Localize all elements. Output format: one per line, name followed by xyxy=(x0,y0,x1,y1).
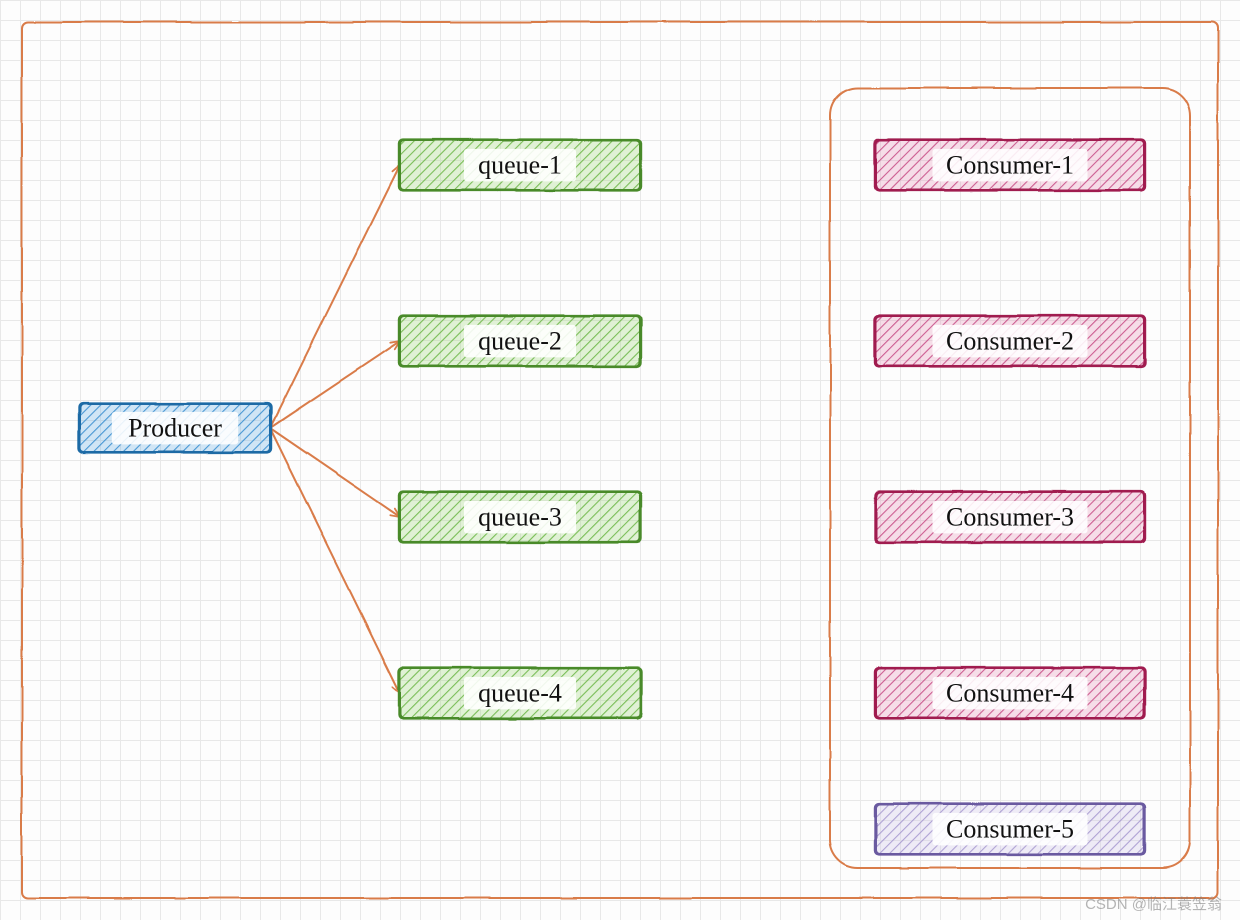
producer-box-label: Producer xyxy=(128,414,222,443)
consumer-box-5-label: Consumer-5 xyxy=(946,815,1074,844)
queue-box-2: queue-2 xyxy=(399,315,641,366)
consumer-group-frame xyxy=(830,88,1190,868)
consumer-box-4-label: Consumer-4 xyxy=(946,679,1074,708)
arrow-producer-to-q3 xyxy=(270,428,400,517)
arrow-producer-to-q1 xyxy=(270,165,400,428)
queue-box-1: queue-1 xyxy=(399,139,641,190)
consumer-box-1-label: Consumer-1 xyxy=(946,151,1074,180)
producer-node: Producer xyxy=(79,403,271,452)
consumer-box-3-label: Consumer-3 xyxy=(946,503,1074,532)
consumer-box-2-label: Consumer-2 xyxy=(946,327,1074,356)
consumer-box-3: Consumer-3 xyxy=(875,491,1145,542)
consumers-layer: Consumer-1 Consumer-2 Consumer-3 Consumer-4… xyxy=(875,139,1145,854)
consumer-box-1: Consumer-1 xyxy=(875,139,1145,190)
queue-box-4-label: queue-4 xyxy=(478,679,562,708)
queue-box-1-label: queue-1 xyxy=(478,151,562,180)
diagram-canvas: Producer queue-1 queue-2 queue-3 queue-4 Co… xyxy=(0,0,1240,920)
watermark: CSDN @临江蓑笠翁 xyxy=(1085,893,1222,914)
queue-box-4: queue-4 xyxy=(399,667,641,718)
queue-box-3-label: queue-3 xyxy=(478,503,562,532)
consumer-box-4: Consumer-4 xyxy=(875,667,1145,718)
consumer-box-5: Consumer-5 xyxy=(875,803,1145,854)
arrows-layer xyxy=(270,165,876,693)
producer-box: Producer xyxy=(79,403,271,452)
arrow-producer-to-q2 xyxy=(270,341,400,428)
queue-box-2-label: queue-2 xyxy=(478,327,562,356)
queue-box-3: queue-3 xyxy=(399,491,641,542)
consumer-box-2: Consumer-2 xyxy=(875,315,1145,366)
arrow-producer-to-q4 xyxy=(270,428,400,693)
queues-layer: queue-1 queue-2 queue-3 queue-4 xyxy=(399,139,641,718)
